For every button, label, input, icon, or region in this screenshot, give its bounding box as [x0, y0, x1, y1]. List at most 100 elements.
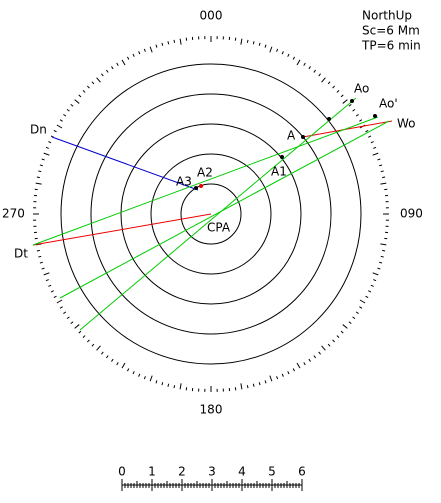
dt-line	[32, 213, 212, 246]
tick	[173, 385, 176, 389]
green-line	[32, 116, 379, 246]
point	[327, 117, 331, 121]
tick	[340, 330, 344, 334]
tick	[116, 62, 119, 66]
tick	[321, 77, 326, 83]
tick	[379, 164, 383, 167]
tick	[287, 371, 290, 375]
tick	[121, 362, 126, 369]
scale-label: 3	[208, 465, 216, 479]
tick	[132, 371, 135, 375]
tick	[313, 355, 317, 359]
tick	[179, 38, 182, 45]
tick	[167, 383, 170, 387]
scale-label: 1	[148, 465, 156, 479]
tick	[45, 279, 49, 282]
tick	[379, 261, 383, 264]
tick	[59, 306, 63, 309]
tick	[59, 119, 63, 122]
info-text: TP=6 min	[361, 39, 421, 53]
tick	[352, 108, 356, 112]
tick	[70, 104, 74, 107]
tick	[39, 164, 43, 167]
tick	[318, 73, 321, 77]
tick	[269, 46, 273, 53]
wo-line	[302, 120, 393, 138]
tick	[377, 158, 381, 161]
tick	[380, 182, 387, 185]
tick	[86, 339, 90, 343]
tick	[78, 94, 82, 98]
tick	[252, 41, 255, 45]
bearing-label: 270	[2, 207, 25, 221]
tick	[50, 290, 54, 293]
tick	[70, 321, 74, 324]
tick	[179, 383, 182, 390]
bearing-label: 090	[400, 207, 423, 221]
ring	[90, 93, 332, 335]
scale-label: 6	[298, 465, 306, 479]
point	[301, 135, 305, 139]
tick	[86, 85, 90, 89]
point-label: CPA	[207, 221, 231, 235]
ring	[120, 123, 302, 305]
point-label: A	[287, 129, 296, 143]
tick	[336, 335, 340, 339]
relative-motion-lines	[32, 97, 390, 331]
tick	[332, 85, 336, 89]
tick	[56, 124, 63, 129]
heading-line	[51, 136, 199, 191]
tick	[74, 99, 80, 104]
tick	[39, 261, 43, 264]
point	[280, 155, 284, 159]
tick	[96, 345, 101, 351]
tick	[372, 152, 379, 156]
tick	[327, 343, 331, 347]
tick	[78, 330, 82, 334]
tick	[53, 129, 57, 133]
tick	[116, 362, 119, 366]
tick	[264, 44, 267, 48]
point	[194, 186, 198, 190]
bearing-label: 180	[200, 403, 223, 417]
tick	[66, 108, 70, 112]
tick	[318, 351, 321, 355]
tick	[382, 176, 386, 179]
tick	[35, 182, 42, 185]
tick	[155, 44, 158, 48]
scale-label: 4	[238, 465, 246, 479]
tick	[359, 299, 366, 304]
point-label: A2	[197, 166, 213, 180]
tick	[370, 284, 374, 287]
point-label: Wo	[397, 117, 416, 131]
scale-label: 2	[178, 465, 186, 479]
tick	[173, 39, 176, 43]
point-label: Dn	[30, 123, 47, 137]
tick	[352, 316, 356, 320]
tick	[355, 311, 359, 314]
tick	[149, 46, 153, 53]
tick	[292, 56, 296, 60]
point	[373, 114, 377, 118]
tick	[276, 376, 279, 380]
tick	[132, 53, 135, 57]
tick	[348, 104, 352, 107]
point	[350, 99, 354, 103]
tick	[66, 316, 70, 320]
tick	[355, 114, 359, 117]
tick	[372, 272, 379, 276]
tick	[101, 73, 104, 77]
tick	[138, 51, 141, 55]
tick	[41, 267, 45, 270]
range-rings	[60, 63, 362, 365]
tick	[380, 170, 384, 173]
tick	[48, 284, 52, 287]
tick	[269, 375, 273, 382]
tick	[359, 119, 363, 122]
tick	[246, 39, 249, 43]
tick	[96, 77, 101, 83]
point	[199, 184, 203, 188]
tick	[264, 380, 267, 384]
tick	[382, 249, 386, 252]
